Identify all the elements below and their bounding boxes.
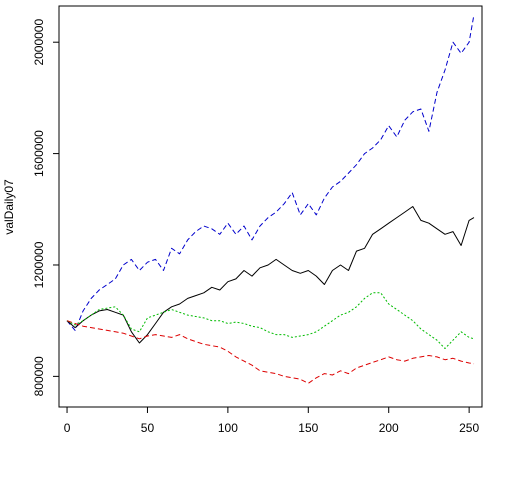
y-tick-label: 800000 (32, 356, 46, 396)
y-axis: 800000 1200000 1600000 2000000 (32, 19, 60, 396)
x-tick-label: 0 (64, 421, 71, 435)
y-tick-label: 1200000 (32, 241, 46, 288)
series-line-1 (66, 14, 475, 331)
series-layer (66, 14, 475, 384)
series-line-2 (66, 206, 475, 344)
x-axis: 0 50 100 150 200 250 (64, 406, 479, 435)
y-tick-label: 2000000 (32, 19, 46, 66)
x-tick-label: 250 (459, 421, 479, 435)
plot-frame (58, 5, 483, 408)
x-tick-label: 200 (379, 421, 399, 435)
x-tick-label: 100 (218, 421, 238, 435)
x-tick-label: 50 (141, 421, 155, 435)
series-line-4 (66, 320, 475, 384)
x-tick-label: 150 (298, 421, 318, 435)
y-tick-label: 1600000 (32, 130, 46, 177)
y-axis-title: valDaily07 (2, 179, 16, 235)
series-line-3 (66, 292, 475, 349)
